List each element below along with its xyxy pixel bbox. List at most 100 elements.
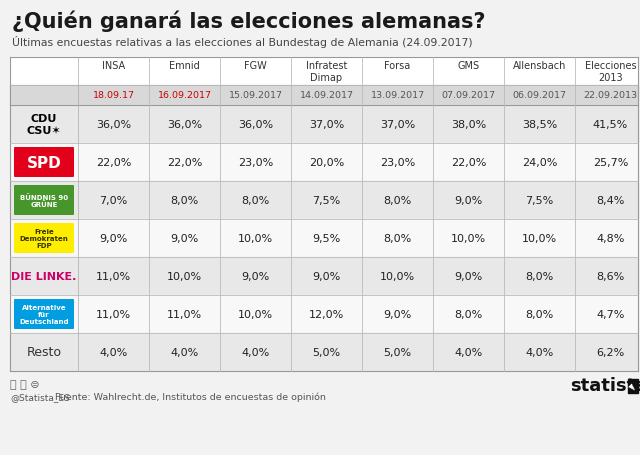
Text: Allensbach: Allensbach <box>513 61 566 71</box>
Text: 11,0%: 11,0% <box>167 309 202 319</box>
Text: 22,0%: 22,0% <box>451 157 486 167</box>
Text: statista: statista <box>570 376 640 394</box>
Text: 9,0%: 9,0% <box>170 233 198 243</box>
Bar <box>10 333 638 371</box>
Text: CDU
CSU✶: CDU CSU✶ <box>27 114 61 135</box>
Text: INSA: INSA <box>102 61 125 71</box>
Text: 15.09.2017: 15.09.2017 <box>228 91 282 100</box>
Text: 4,0%: 4,0% <box>525 347 554 357</box>
Text: 37,0%: 37,0% <box>309 120 344 130</box>
Text: 10,0%: 10,0% <box>167 271 202 281</box>
Text: 7,0%: 7,0% <box>99 196 127 206</box>
Text: 4,0%: 4,0% <box>99 347 127 357</box>
Text: 8,0%: 8,0% <box>170 196 198 206</box>
Text: 4,8%: 4,8% <box>596 233 625 243</box>
Text: 9,0%: 9,0% <box>99 233 127 243</box>
Text: 23,0%: 23,0% <box>238 157 273 167</box>
Text: SPD: SPD <box>27 155 61 170</box>
Text: 11,0%: 11,0% <box>96 309 131 319</box>
FancyBboxPatch shape <box>14 186 74 216</box>
Text: 22,0%: 22,0% <box>167 157 202 167</box>
Text: 38,5%: 38,5% <box>522 120 557 130</box>
Text: 16.09.2017: 16.09.2017 <box>157 91 211 100</box>
Text: 8,0%: 8,0% <box>525 309 554 319</box>
Text: 8,0%: 8,0% <box>525 271 554 281</box>
Text: 22,0%: 22,0% <box>96 157 131 167</box>
Text: 12,0%: 12,0% <box>309 309 344 319</box>
Text: 24,0%: 24,0% <box>522 157 557 167</box>
Text: Infratest
Dimap: Infratest Dimap <box>306 61 347 83</box>
Text: Últimas encuestas relativas a las elecciones al Bundestag de Alemania (24.09.201: Últimas encuestas relativas a las elecci… <box>12 36 472 48</box>
Text: ►: ► <box>627 380 639 392</box>
Bar <box>10 219 638 258</box>
Text: @Statista_ES: @Statista_ES <box>10 392 70 401</box>
Text: 22.09.2013: 22.09.2013 <box>584 91 637 100</box>
Text: 10,0%: 10,0% <box>380 271 415 281</box>
Bar <box>10 258 638 295</box>
Text: 10,0%: 10,0% <box>238 309 273 319</box>
Text: 9,0%: 9,0% <box>383 309 412 319</box>
Text: 4,7%: 4,7% <box>596 309 625 319</box>
Bar <box>628 379 638 393</box>
Text: 9,5%: 9,5% <box>312 233 340 243</box>
Text: 7,5%: 7,5% <box>312 196 340 206</box>
Text: 9,0%: 9,0% <box>454 271 483 281</box>
Text: Elecciones
2013: Elecciones 2013 <box>585 61 636 83</box>
Text: 8,0%: 8,0% <box>241 196 269 206</box>
FancyBboxPatch shape <box>14 299 74 329</box>
Text: 8,6%: 8,6% <box>596 271 625 281</box>
Bar <box>10 106 638 144</box>
Text: 10,0%: 10,0% <box>451 233 486 243</box>
Text: 8,0%: 8,0% <box>383 196 412 206</box>
Text: 20,0%: 20,0% <box>309 157 344 167</box>
Text: DIE LINKE.: DIE LINKE. <box>12 271 77 281</box>
Text: 8,0%: 8,0% <box>454 309 483 319</box>
Text: 38,0%: 38,0% <box>451 120 486 130</box>
Text: 36,0%: 36,0% <box>96 120 131 130</box>
Text: 18.09.17: 18.09.17 <box>93 91 134 100</box>
Text: 37,0%: 37,0% <box>380 120 415 130</box>
Text: 11,0%: 11,0% <box>96 271 131 281</box>
Text: 6,2%: 6,2% <box>596 347 625 357</box>
Text: ⓒ ⓘ ⊜: ⓒ ⓘ ⊜ <box>10 379 40 389</box>
Bar <box>10 144 638 182</box>
Text: 5,0%: 5,0% <box>312 347 340 357</box>
Text: 4,0%: 4,0% <box>454 347 483 357</box>
Text: 06.09.2017: 06.09.2017 <box>513 91 566 100</box>
Text: Emnid: Emnid <box>169 61 200 71</box>
Text: 9,0%: 9,0% <box>454 196 483 206</box>
Text: Fuente: Wahlrecht.de, Institutos de encuestas de opinión: Fuente: Wahlrecht.de, Institutos de encu… <box>55 392 326 402</box>
Text: 9,0%: 9,0% <box>241 271 269 281</box>
Text: BÜNDNIS 90
GRÜNE: BÜNDNIS 90 GRÜNE <box>20 193 68 208</box>
Text: 14.09.2017: 14.09.2017 <box>300 91 353 100</box>
FancyBboxPatch shape <box>14 223 74 253</box>
Text: Alternative
für
Deutschland: Alternative für Deutschland <box>19 304 69 324</box>
Bar <box>10 295 638 333</box>
Text: 41,5%: 41,5% <box>593 120 628 130</box>
Text: 4,0%: 4,0% <box>241 347 269 357</box>
Text: 7,5%: 7,5% <box>525 196 554 206</box>
FancyBboxPatch shape <box>14 148 74 177</box>
Text: 25,7%: 25,7% <box>593 157 628 167</box>
Text: 13.09.2017: 13.09.2017 <box>371 91 424 100</box>
Text: Resto: Resto <box>26 346 61 359</box>
Bar <box>10 182 638 219</box>
Text: 23,0%: 23,0% <box>380 157 415 167</box>
Text: 5,0%: 5,0% <box>383 347 412 357</box>
Text: 9,0%: 9,0% <box>312 271 340 281</box>
Text: Freie
Demokraten
FDP: Freie Demokraten FDP <box>20 229 68 248</box>
Bar <box>10 58 638 86</box>
Text: 4,0%: 4,0% <box>170 347 198 357</box>
Text: 10,0%: 10,0% <box>522 233 557 243</box>
Text: 07.09.2017: 07.09.2017 <box>442 91 495 100</box>
Text: 36,0%: 36,0% <box>167 120 202 130</box>
Text: FGW: FGW <box>244 61 267 71</box>
Text: GMS: GMS <box>458 61 479 71</box>
Text: ¿Quién ganará las elecciones alemanas?: ¿Quién ganará las elecciones alemanas? <box>12 10 486 31</box>
Text: 8,0%: 8,0% <box>383 233 412 243</box>
Text: 36,0%: 36,0% <box>238 120 273 130</box>
Bar <box>10 86 638 106</box>
Text: 10,0%: 10,0% <box>238 233 273 243</box>
Text: 8,4%: 8,4% <box>596 196 625 206</box>
Text: Forsa: Forsa <box>385 61 411 71</box>
